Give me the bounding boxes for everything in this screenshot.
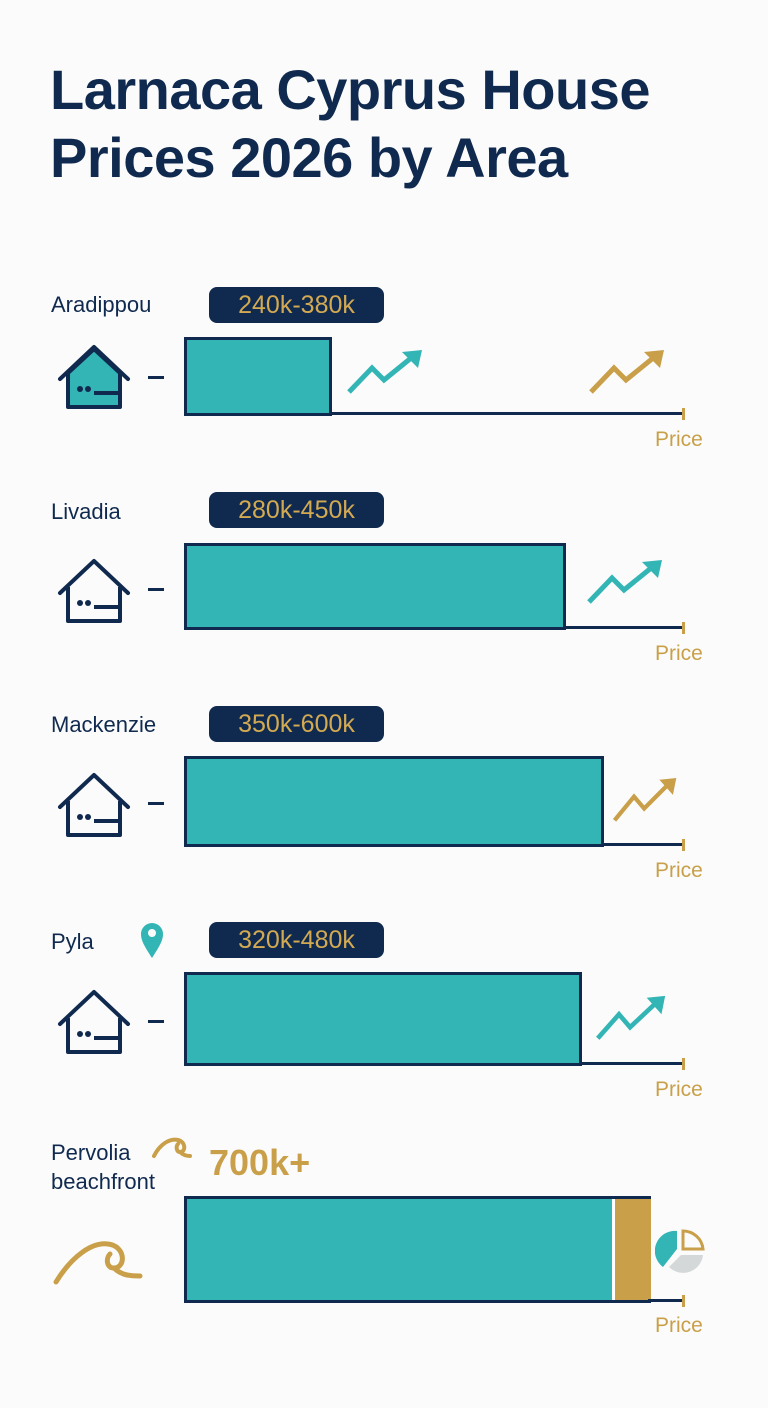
price-range-label: 700k+ — [209, 1142, 311, 1183]
premium-segment — [612, 1199, 651, 1300]
dash-divider — [148, 588, 164, 591]
trend-up-icon — [612, 778, 677, 822]
axis-label: Price — [655, 859, 703, 882]
price-axis — [580, 1062, 684, 1065]
house-outline-icon — [58, 990, 130, 1054]
axis-tick — [682, 1295, 685, 1307]
price-bar — [184, 972, 582, 1066]
area-label: Mackenzie — [51, 712, 157, 737]
location-pin-icon — [141, 923, 163, 958]
price-range-badge: 280k-450k — [209, 492, 384, 528]
trend-up-icon — [587, 560, 662, 604]
axis-tick — [682, 622, 685, 634]
area-label: Aradippou — [51, 292, 152, 317]
price-bar — [184, 337, 332, 416]
area-label: Pervolia — [51, 1140, 131, 1165]
pie-chart-icon — [655, 1229, 705, 1273]
area-label: Livadia — [51, 499, 121, 524]
trend-up-icon — [596, 995, 666, 1040]
area-label-line2: beachfront — [51, 1169, 155, 1194]
price-axis — [564, 626, 684, 629]
axis-label: Price — [655, 1078, 703, 1101]
price-range-badge: 320k-480k — [209, 922, 384, 958]
price-bar — [184, 756, 604, 847]
price-bar — [184, 1196, 651, 1303]
house-filled-icon — [58, 345, 130, 409]
page-title: Larnaca Cyprus House Prices 2026 by Area — [50, 58, 650, 189]
dash-divider — [148, 1020, 164, 1023]
trend-up-icon — [589, 350, 664, 394]
dash-divider — [148, 376, 164, 379]
wave-icon — [152, 1137, 192, 1158]
axis-label: Price — [655, 1314, 703, 1337]
price-bar — [184, 543, 566, 630]
axis-tick — [682, 839, 685, 851]
axis-tick — [682, 408, 685, 420]
trend-up-icon — [347, 350, 422, 394]
area-label: Pyla — [51, 929, 94, 954]
house-outline-icon — [58, 559, 130, 623]
price-range-badge: 240k-380k — [209, 287, 384, 323]
axis-label: Price — [655, 642, 703, 665]
dash-divider — [148, 802, 164, 805]
axis-tick — [682, 1058, 685, 1070]
price-axis — [330, 412, 684, 415]
price-range-badge: 350k-600k — [209, 706, 384, 742]
price-axis — [602, 843, 684, 846]
axis-label: Price — [655, 428, 703, 451]
price-axis — [648, 1299, 684, 1302]
house-outline-icon — [58, 773, 130, 837]
wave-icon — [53, 1241, 143, 1285]
